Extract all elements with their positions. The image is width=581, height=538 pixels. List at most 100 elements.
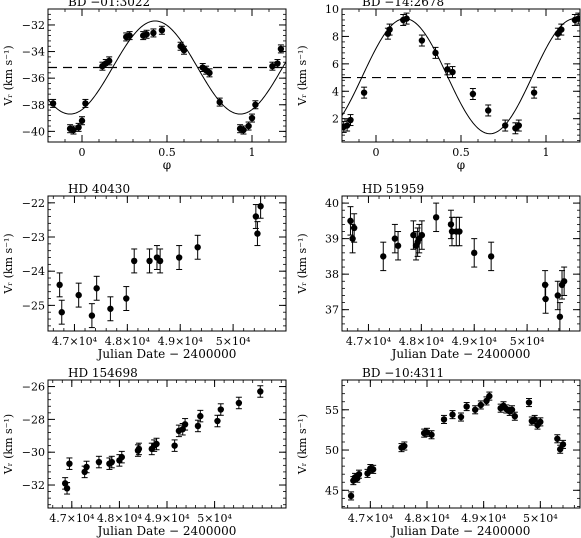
x-tick-label: 4.9×10⁴ (144, 512, 190, 525)
y-axis-label: Vᵣ (km s⁻¹) (296, 233, 309, 294)
data-point (343, 122, 351, 129)
y-tick-label: 4 (332, 85, 339, 98)
y-tick-label: −38 (22, 99, 45, 112)
data-layer (342, 12, 580, 135)
x-tick-label: 4.7×10⁴ (346, 335, 392, 348)
data-point (556, 313, 564, 320)
y-tick-label: −28 (22, 413, 45, 426)
data-point (444, 66, 451, 73)
data-point (449, 68, 456, 76)
data-point (83, 463, 90, 471)
data-layer (48, 20, 286, 135)
data-point (217, 406, 224, 413)
data-point (277, 45, 285, 53)
data-point (469, 90, 477, 98)
data-point (360, 89, 368, 96)
data-point (179, 426, 186, 433)
data-point (347, 116, 354, 124)
y-tick-label: −32 (22, 19, 45, 32)
x-tick-label: 4.9×10⁴ (461, 512, 507, 525)
panel-2: 0 0.5 1 2 4 6 8 10 BD −14:2678 φ Vᵣ (km s⁻¹) (296, 0, 581, 172)
data-point (194, 244, 201, 251)
data-point (194, 422, 202, 430)
x-tick-label: 5×10⁴ (197, 512, 232, 525)
y-tick-label: 2 (332, 113, 339, 126)
data-point (463, 403, 470, 410)
data-point (118, 453, 125, 461)
data-point (531, 416, 538, 423)
x-axis-label: φ (163, 158, 171, 172)
panel-title: BD −10:4311 (362, 366, 444, 380)
data-layer (347, 202, 568, 331)
panel-title: HD 51959 (362, 182, 424, 196)
plot-frame (47, 195, 287, 332)
data-point (542, 295, 549, 303)
x-tick-label: 4.9×10⁴ (452, 335, 498, 348)
data-point (511, 413, 519, 420)
x-axis-label: Julian Date − 2400000 (96, 524, 237, 538)
data-point (418, 37, 426, 44)
data-point (457, 413, 465, 421)
data-point (75, 291, 82, 299)
data-point (135, 445, 143, 453)
x-tick-label: 4.7×10⁴ (52, 335, 98, 348)
data-point (525, 399, 533, 406)
data-point (485, 107, 492, 114)
y-tick-label: 39 (325, 233, 339, 246)
data-point (515, 122, 522, 129)
y-tick-label: 6 (332, 58, 339, 71)
data-point (78, 117, 86, 124)
panel-1: 0 0.5 1 −40 −38 −36 −34 −32 BD −01:3022 φ Vᵣ (km s… (2, 0, 287, 172)
y-tick-label: −40 (22, 125, 45, 138)
data-point (240, 126, 247, 134)
x-tick-label: 4.7×10⁴ (49, 512, 95, 525)
data-layer (347, 391, 567, 501)
data-point (447, 221, 455, 228)
y-tick-label: −32 (22, 479, 45, 492)
data-point (428, 431, 435, 438)
data-point (530, 89, 538, 96)
x-axis-label: Julian Date − 2400000 (390, 524, 531, 538)
data-point (206, 69, 213, 77)
data-point (483, 397, 490, 405)
panel-title: BD −14:2678 (362, 0, 444, 9)
data-point (126, 32, 133, 39)
data-point (82, 100, 89, 107)
data-point (364, 470, 371, 477)
x-axis-label: Julian Date − 2400000 (390, 347, 531, 361)
y-tick-label: 40 (325, 197, 339, 210)
x-tick-label: 4.7×10⁴ (348, 512, 394, 525)
data-point (252, 101, 259, 108)
data-point (153, 440, 160, 448)
data-point (477, 401, 485, 409)
panel-title: HD 154698 (68, 366, 138, 380)
data-point (257, 203, 264, 210)
x-tick-label: 0 (373, 146, 380, 159)
x-tick-label: 1 (543, 146, 550, 159)
data-point (88, 312, 96, 319)
data-point (58, 309, 65, 316)
data-point (252, 213, 260, 220)
data-point (257, 388, 264, 395)
x-tick-label: 1 (249, 146, 256, 159)
data-point (449, 411, 456, 418)
data-point (487, 253, 495, 260)
y-tick-label: −22 (22, 197, 45, 210)
panel-5: 4.7×10⁴ 4.8×10⁴ 4.9×10⁴ 5×10⁴ −32 −30 −28 −26 HD… (2, 366, 287, 538)
data-point (403, 15, 410, 22)
data-point (156, 257, 164, 265)
data-point (171, 442, 178, 449)
plot-frame (341, 379, 581, 509)
data-point (394, 242, 402, 249)
data-layer (61, 385, 264, 495)
y-tick-label: −34 (22, 46, 45, 59)
data-point (93, 285, 100, 292)
x-tick-label: 4.8×10⁴ (97, 512, 143, 525)
y-tick-label: 45 (325, 484, 339, 497)
y-axis-label: Vᵣ (km s⁻¹) (296, 45, 309, 106)
x-tick-label: 4.8×10⁴ (404, 512, 450, 525)
data-point (554, 292, 561, 299)
y-tick-label: 8 (332, 30, 339, 43)
data-point (559, 441, 567, 448)
